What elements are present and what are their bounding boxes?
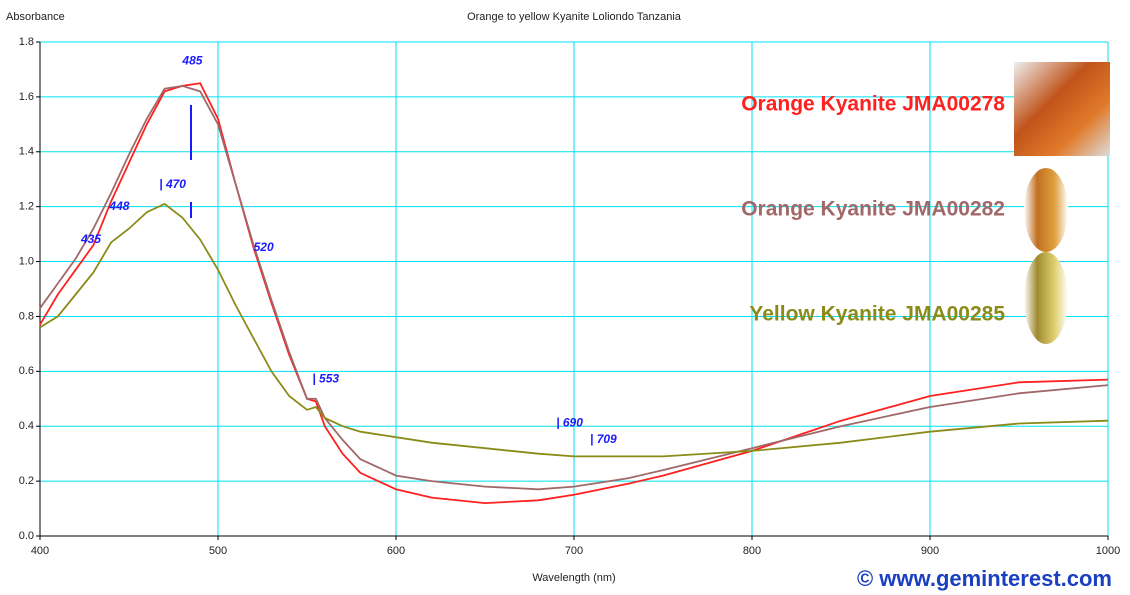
- annotation: | 470: [159, 177, 186, 191]
- legend-label: Orange Kyanite JMA00282: [741, 198, 1005, 221]
- y-tick-label: 1.4: [19, 146, 34, 158]
- y-tick-label: 0.6: [19, 365, 34, 377]
- x-tick-label: 700: [565, 545, 583, 557]
- annotation: 435: [80, 232, 101, 246]
- y-tick-label: 1.0: [19, 255, 34, 267]
- x-tick-label: 800: [743, 545, 761, 557]
- x-tick-label: 500: [209, 545, 227, 557]
- y-tick-label: 1.8: [19, 36, 34, 48]
- photo: [1024, 168, 1068, 252]
- annotation: 520: [254, 240, 274, 254]
- photo: [1024, 252, 1068, 344]
- y-tick-label: 0.4: [19, 420, 34, 432]
- annotation: | 709: [590, 432, 617, 446]
- annotation: | 690: [556, 416, 583, 430]
- y-tick-label: 0.0: [19, 530, 34, 542]
- y-tick-label: 1.2: [19, 201, 34, 213]
- x-axis-label: Wavelength (nm): [532, 572, 615, 584]
- annotation: 485: [181, 53, 202, 67]
- y-tick-label: 1.6: [19, 91, 34, 103]
- credit: © www.geminterest.com: [857, 566, 1112, 591]
- photo: [1014, 62, 1110, 156]
- x-tick-label: 600: [387, 545, 405, 557]
- y-axis-label: Absorbance: [6, 11, 65, 23]
- annotation: | 553: [312, 372, 339, 386]
- chart: Absorbance Orange to yellow Kyanite Loli…: [0, 0, 1130, 595]
- y-tick-label: 0.8: [19, 310, 34, 322]
- x-tick-label: 900: [921, 545, 939, 557]
- x-tick-label: 400: [31, 545, 49, 557]
- y-tick-label: 0.2: [19, 475, 34, 487]
- legend-label: Yellow Kyanite JMA00285: [749, 303, 1005, 326]
- chart-title: Orange to yellow Kyanite Loliondo Tanzan…: [467, 11, 682, 23]
- annotation: 448: [108, 199, 129, 213]
- legend-label: Orange Kyanite JMA00278: [741, 93, 1005, 116]
- x-tick-label: 1000: [1096, 545, 1120, 557]
